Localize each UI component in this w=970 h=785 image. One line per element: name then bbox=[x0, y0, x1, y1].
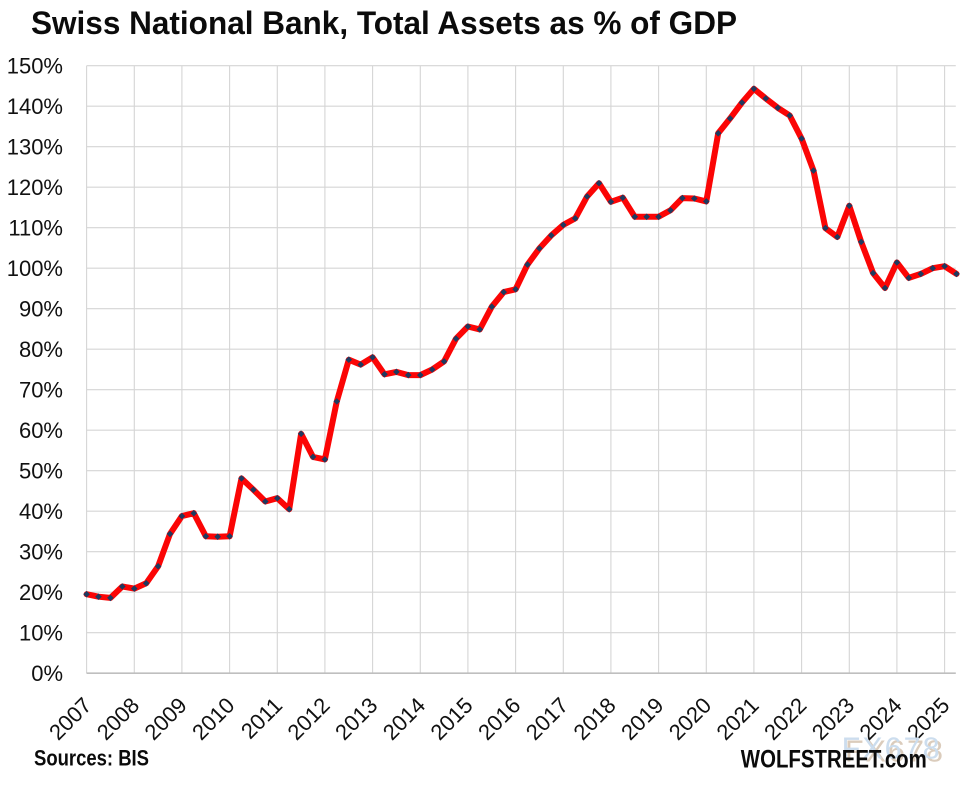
svg-text:30%: 30% bbox=[19, 539, 63, 564]
svg-text:140%: 140% bbox=[7, 94, 63, 119]
svg-text:100%: 100% bbox=[7, 256, 63, 281]
svg-text:90%: 90% bbox=[19, 296, 63, 321]
svg-text:10%: 10% bbox=[19, 620, 63, 645]
svg-text:120%: 120% bbox=[7, 175, 63, 200]
svg-text:130%: 130% bbox=[7, 134, 63, 159]
svg-text:20%: 20% bbox=[19, 580, 63, 605]
svg-text:60%: 60% bbox=[19, 418, 63, 443]
svg-text:50%: 50% bbox=[19, 458, 63, 483]
svg-text:FX678: FX678 bbox=[845, 735, 943, 769]
svg-text:150%: 150% bbox=[7, 53, 63, 78]
svg-text:70%: 70% bbox=[19, 377, 63, 402]
svg-text:Sources: BIS: Sources: BIS bbox=[34, 745, 149, 770]
svg-text:WOLFSTREET.com: WOLFSTREET.com bbox=[741, 745, 927, 773]
svg-text:FX678: FX678 bbox=[842, 732, 940, 766]
svg-text:Swiss National Bank, Total Ass: Swiss National Bank, Total Assets as % o… bbox=[31, 5, 737, 41]
svg-text:110%: 110% bbox=[8, 215, 63, 240]
svg-text:40%: 40% bbox=[19, 499, 63, 524]
svg-text:80%: 80% bbox=[19, 337, 63, 362]
svg-text:0%: 0% bbox=[31, 661, 63, 686]
